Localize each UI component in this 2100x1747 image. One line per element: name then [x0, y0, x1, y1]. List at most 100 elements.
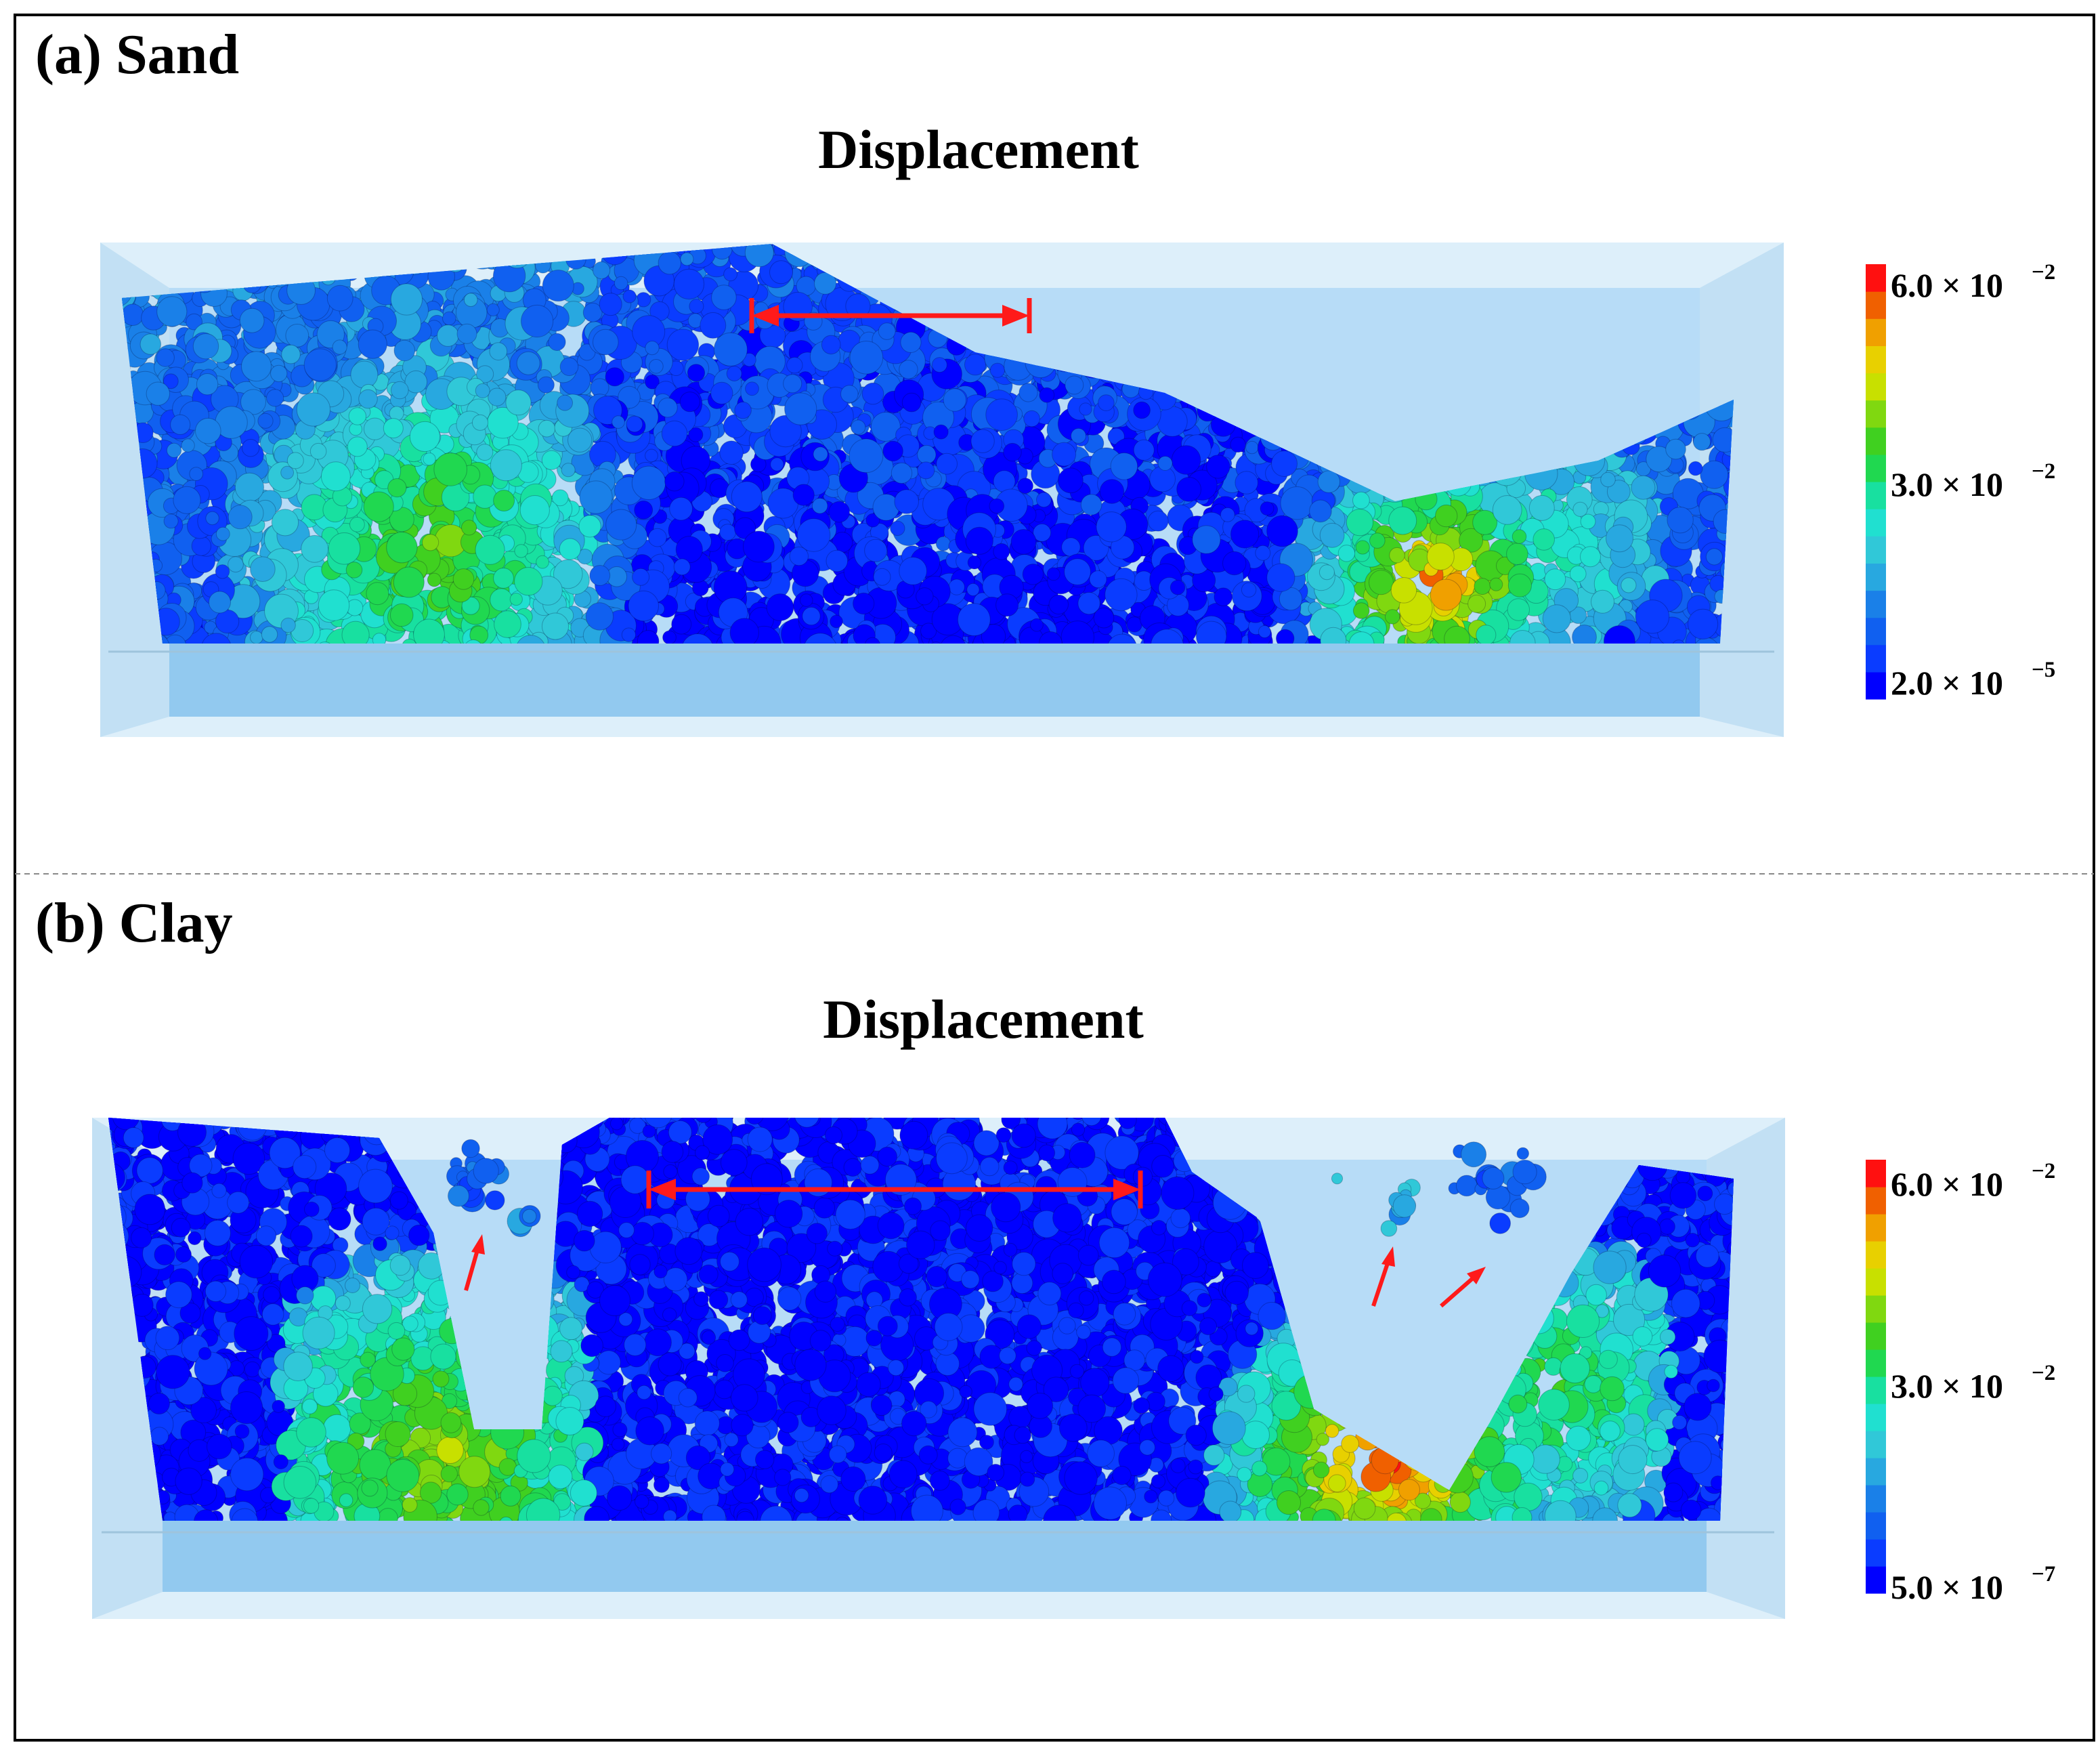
particle	[1355, 540, 1370, 555]
particle	[437, 324, 459, 347]
particle	[1337, 545, 1356, 562]
particle	[712, 244, 733, 260]
particle	[490, 588, 513, 612]
particle	[347, 436, 368, 457]
particle	[1352, 491, 1370, 509]
particle	[901, 392, 922, 413]
particle	[679, 392, 700, 413]
particle	[561, 463, 576, 478]
particle	[719, 524, 736, 541]
container-base	[169, 644, 1700, 717]
particle	[1245, 440, 1259, 455]
particle	[821, 335, 841, 355]
particle	[1385, 609, 1400, 625]
particle	[711, 285, 737, 310]
particle	[1030, 618, 1044, 632]
particle	[1621, 577, 1637, 593]
particle	[493, 568, 514, 589]
particle	[689, 299, 704, 314]
particle	[628, 590, 660, 622]
particle	[970, 429, 995, 453]
particle	[1003, 442, 1022, 462]
particle	[1023, 410, 1040, 427]
particle	[635, 292, 651, 308]
particle	[731, 481, 763, 513]
particle	[1260, 501, 1274, 515]
particle	[261, 626, 278, 643]
particle	[557, 394, 573, 411]
particle	[917, 444, 937, 465]
particle	[257, 413, 274, 429]
particle	[1506, 543, 1528, 566]
particle	[234, 472, 264, 503]
particle	[605, 367, 624, 387]
particle	[826, 549, 849, 572]
particle	[1019, 383, 1038, 402]
particle	[516, 351, 540, 375]
particle	[967, 555, 982, 570]
particle	[442, 311, 456, 326]
particle	[476, 444, 494, 461]
particle	[241, 351, 272, 382]
particle	[1046, 567, 1060, 581]
panel-sand: (a) Sand Displacement 6.0 × 10 −2	[35, 23, 2055, 737]
particle	[1133, 401, 1151, 419]
particle	[461, 520, 477, 536]
particle	[1352, 602, 1370, 619]
particle	[332, 339, 347, 355]
particle	[1036, 492, 1052, 508]
particle	[1369, 570, 1394, 595]
particle	[559, 357, 579, 377]
particle	[1048, 594, 1069, 615]
particle	[1369, 532, 1386, 549]
particle	[326, 285, 353, 312]
particle	[391, 381, 409, 400]
particle	[931, 357, 947, 373]
particle	[585, 602, 614, 631]
particle	[719, 440, 744, 465]
particle	[271, 509, 299, 536]
particle	[1098, 394, 1115, 411]
particle	[537, 376, 555, 394]
particle	[864, 539, 888, 562]
particle	[542, 270, 574, 302]
particle	[853, 592, 875, 615]
particle	[270, 364, 288, 383]
particle	[658, 397, 678, 418]
particle	[1010, 529, 1037, 555]
particle	[1569, 565, 1587, 583]
particle	[612, 415, 625, 429]
particle	[936, 452, 958, 475]
particle	[966, 583, 980, 597]
particle	[350, 360, 379, 389]
particle	[1105, 578, 1138, 612]
particle	[579, 480, 613, 514]
particle	[363, 491, 394, 522]
particle	[1258, 625, 1271, 638]
particle	[666, 329, 700, 361]
particle	[899, 360, 918, 379]
particle	[1388, 506, 1417, 535]
particle	[723, 267, 737, 282]
particle	[536, 555, 549, 569]
particle	[671, 614, 692, 635]
particle	[140, 333, 162, 355]
particle	[851, 419, 866, 435]
particle	[1079, 402, 1092, 416]
particle	[366, 582, 389, 606]
particle	[614, 276, 628, 291]
particle	[1542, 604, 1571, 633]
particle	[559, 538, 581, 560]
particle	[802, 606, 821, 626]
particle	[1467, 594, 1486, 613]
particle	[427, 572, 442, 587]
particle	[687, 364, 706, 382]
particle	[422, 534, 440, 551]
particle	[1220, 507, 1235, 522]
particle	[191, 536, 211, 556]
particle	[935, 536, 951, 551]
particle	[662, 630, 677, 644]
particle	[1507, 598, 1530, 621]
particle	[318, 589, 350, 621]
particle	[1319, 522, 1345, 548]
